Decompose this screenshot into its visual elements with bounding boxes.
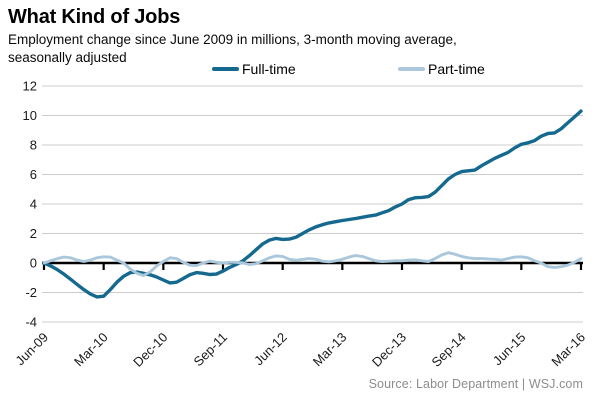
y-axis-label-8: 8	[30, 138, 37, 153]
x-axis-label-Mar-13: Mar-13	[310, 330, 350, 370]
y-axis-label--2: -2	[25, 285, 37, 300]
legend-item-full-time: Full-time	[212, 60, 296, 78]
y-axis-label-0: 0	[30, 256, 37, 271]
x-axis-label-Sep-14: Sep-14	[429, 330, 469, 370]
chart-subtitle-line1: Employment change since June 2009 in mil…	[8, 32, 457, 47]
full-time-line-swatch-icon	[212, 67, 239, 71]
x-axis-label-Dec-13: Dec-13	[369, 330, 409, 370]
full-time-legend-label: Full-time	[242, 61, 296, 77]
part-time-legend-label: Part-time	[428, 61, 485, 77]
chart-subtitle-line2: seasonally adjusted	[8, 49, 127, 65]
part-time-line	[42, 251, 583, 277]
x-axis-label-Sep-11: Sep-11	[191, 330, 231, 370]
x-axis-label-Dec-10: Dec-10	[130, 330, 170, 370]
y-axis-label-4: 4	[30, 197, 37, 212]
y-axis-label-10: 10	[23, 108, 37, 123]
y-axis-label-6: 6	[30, 167, 37, 182]
chart-subtitle: Employment change since June 2009 in mil…	[8, 31, 592, 66]
y-axis-label-2: 2	[30, 226, 37, 241]
source-credit: Source: Labor Department | WSJ.com	[368, 377, 583, 391]
chart-header: What Kind of Jobs Employment change sinc…	[8, 6, 592, 66]
y-axis-label--4: -4	[25, 315, 37, 330]
x-axis-label-Mar-10: Mar-10	[71, 330, 111, 370]
x-axis-label-Jun-15: Jun-15	[490, 330, 529, 369]
part-time-line-swatch-icon	[398, 67, 425, 71]
chart-title: What Kind of Jobs	[8, 6, 181, 28]
x-axis-label-Jun-12: Jun-12	[251, 330, 290, 369]
y-axis-label-12: 12	[23, 79, 37, 94]
chart-legend: Full-time Part-time	[0, 60, 600, 78]
x-axis-label-Mar-16: Mar-16	[548, 330, 588, 370]
legend-item-part-time: Part-time	[398, 60, 485, 78]
x-axis-label-Jun-09: Jun-09	[12, 330, 51, 369]
